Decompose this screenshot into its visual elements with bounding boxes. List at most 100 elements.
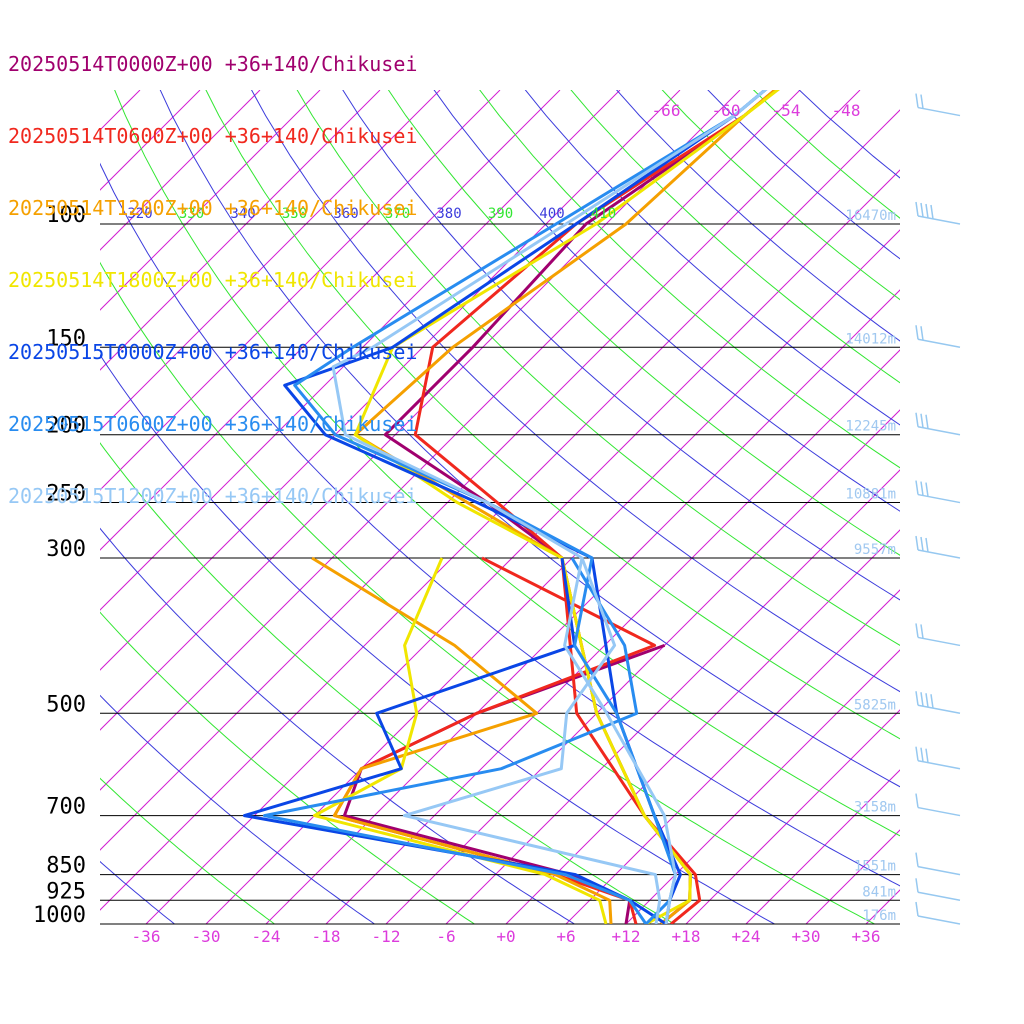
potential-temperature-line [100,694,376,924]
temperature-tick-label: +30 [792,927,821,946]
isotherm-line [100,90,561,551]
wind-barb-flag [915,878,919,893]
height-label: 841m [862,884,896,900]
isotherm-line [100,90,441,431]
potential-temperature-line [159,90,900,788]
wind-barb-flag [930,694,934,709]
pressure-label: 150 [46,326,86,351]
height-label: 176m [862,908,896,924]
pressure-label: 300 [46,537,86,562]
isotherm-line [100,90,381,371]
wind-barb-staff [917,759,961,770]
legend-entry: 20250514T1800Z+00 +36+140/Chikusei [8,268,418,292]
height-label: 9557m [854,542,896,558]
wind-barb-staff [917,106,961,117]
temperature-tick-label: +18 [672,927,701,946]
isotherm-label: -54 [772,101,801,120]
wind-barb-staff [917,215,961,225]
wind-barb-staff [917,704,961,715]
temperature-tick-label: -30 [192,927,221,946]
temperature-profile [293,90,768,924]
temperature-profile [353,90,780,924]
potential-temperature-line [100,354,776,924]
legend-entry: 20250514T0600Z+00 +36+140/Chikusei [8,124,418,148]
wind-barb-flag [925,203,929,219]
wind-barb-flag [915,93,919,108]
potential-temperature-line [100,860,176,924]
isotherm-line [100,90,861,851]
potential-temperature-line [342,90,900,601]
pressure-label: 500 [46,692,86,717]
wind-barb-flag [915,852,919,867]
potential-temperature-line [296,90,900,646]
wind-barb-flag [925,537,929,553]
wind-barb [915,623,961,647]
wind-barb [915,746,961,770]
wind-barb-flag [920,747,924,762]
wind-barb-flag [925,414,929,429]
potential-temperature-line [100,442,676,924]
height-label: 3158m [854,800,896,816]
isotherm-label: -60 [712,101,741,120]
potential-temperature-line [479,90,900,469]
theta-label: 370 [385,206,410,222]
dewpoint-profile [311,556,613,924]
wind-barb-flag [920,692,924,707]
wind-barb-flag [925,748,929,763]
wind-barb-flag [920,624,924,639]
theta-label: 340 [230,206,255,222]
potential-temperature-line [100,527,576,924]
theta-label: 400 [539,206,564,222]
wind-barb-staff [917,865,961,876]
height-label: 1551m [854,859,896,875]
height-label: 10881m [845,487,896,503]
isotherm-line [685,709,900,924]
dewpoint-profile [312,557,608,924]
wind-barb-flag [920,413,924,428]
height-label: 12245m [845,419,896,435]
height-label: 14012m [845,331,896,347]
wind-barb-flag [915,412,919,427]
wind-barb-flag [925,693,929,708]
isotherm-line [385,409,900,924]
wind-barb [915,93,961,117]
wind-barb [915,878,961,902]
pressure-label: 1000 [33,903,86,928]
isotherm-line [986,90,1024,924]
wind-barb [915,412,961,436]
isotherm-line [100,90,321,311]
isotherm-line [505,529,900,924]
isotherm-line [565,589,900,924]
wind-barb-flag [915,480,919,495]
pressure-label: 700 [46,795,86,820]
isotherm-line [926,90,1024,924]
theta-label: 330 [179,206,204,222]
wind-barb-staff [917,806,961,817]
pressure-label: 200 [46,414,86,439]
legend-entry: 20250515T0600Z+00 +36+140/Chikusei [8,412,418,436]
potential-temperature-line [100,162,900,887]
wind-barb-staff [917,636,961,647]
isotherm-line [100,90,741,731]
wind-barb-flag [920,481,924,496]
potential-temperature-line [616,90,900,342]
isotherm-line [100,90,801,791]
wind-barb-flag [920,94,924,109]
potential-temperature-line [570,90,900,384]
theta-label: 360 [333,206,358,222]
isotherm-line [325,349,900,924]
isotherm-line [445,469,900,924]
wind-barb [915,852,961,876]
isotherm-line [100,90,621,611]
temperature-profile [283,90,768,924]
wind-barb [915,480,961,504]
isobar-lines [100,223,900,925]
dewpoint-profile [262,557,648,924]
potential-temperature-line [433,90,900,512]
wind-barb-flag [915,746,919,761]
isotherm-line [805,829,900,924]
background-lines [100,90,1024,924]
chart-legend: 20250514T0000Z+00 +36+140/Chikusei 20250… [8,4,417,532]
